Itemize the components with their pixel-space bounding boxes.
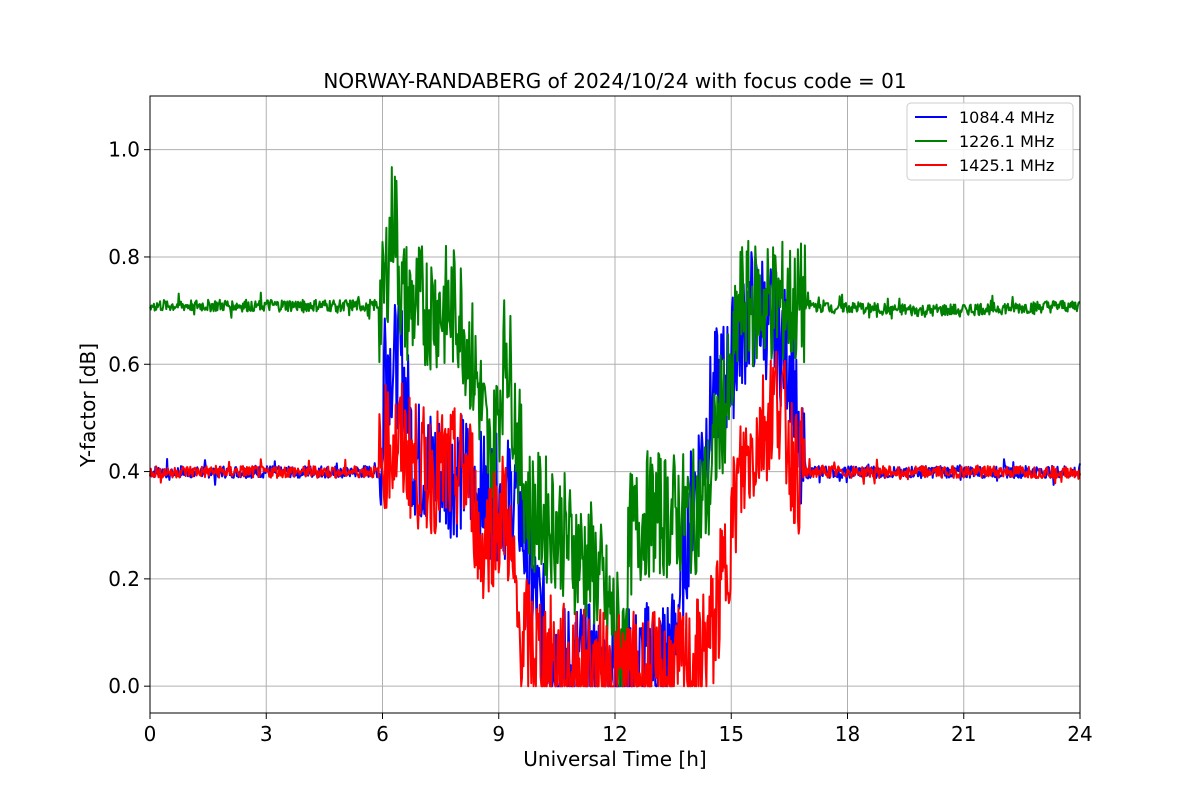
series-line	[149, 350, 1081, 688]
x-tick-label: 21	[951, 722, 976, 746]
ticks: 0 3 6 9 12 15 18 21 24 0.0 0.2 0.4 0.6 0.8 1.0	[108, 138, 1093, 746]
legend-label: 1425.1 MHz	[959, 156, 1054, 175]
y-tick-label: 0.8	[108, 245, 140, 269]
x-tick-label: 15	[719, 722, 744, 746]
y-tick-label: 0.2	[108, 567, 140, 591]
legend-box	[906, 102, 1074, 181]
y-tick-label: 0.0	[108, 674, 140, 698]
x-tick-label: 24	[1067, 722, 1092, 746]
series-layer	[149, 166, 1081, 688]
chart-title: NORWAY-RANDABERG of 2024/10/24 with focu…	[323, 69, 906, 93]
y-axis-label: Y-factor [dB]	[76, 343, 100, 468]
x-tick-label: 12	[602, 722, 627, 746]
x-tick-label: 9	[492, 722, 505, 746]
x-tick-label: 0	[144, 722, 157, 746]
x-axis-label: Universal Time [h]	[523, 747, 706, 771]
legend-label: 1084.4 MHz	[959, 108, 1054, 127]
y-tick-label: 1.0	[108, 138, 140, 162]
x-tick-label: 3	[260, 722, 273, 746]
x-tick-label: 6	[376, 722, 389, 746]
y-tick-label: 0.6	[108, 352, 140, 376]
legend-label: 1226.1 MHz	[959, 132, 1054, 151]
y-tick-label: 0.4	[108, 460, 140, 484]
x-tick-label: 18	[835, 722, 860, 746]
legend: 1084.4 MHz 1226.1 MHz 1425.1 MHz	[906, 102, 1074, 181]
